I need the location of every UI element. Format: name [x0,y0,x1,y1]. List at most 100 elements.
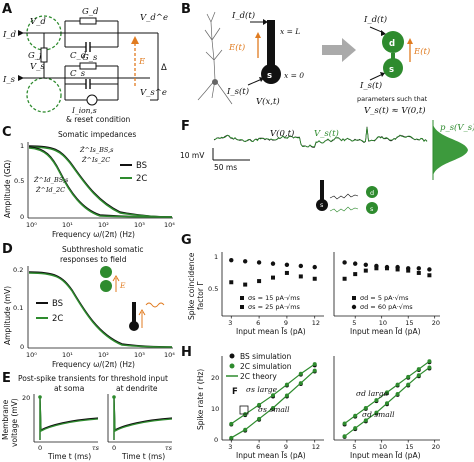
twoc-sim-point [374,410,379,415]
v-d-label: V_d [30,17,46,27]
f-scale-t-label: 50 ms [214,163,237,172]
scatter-point-circle [395,264,400,270]
twoc-sim-point [312,362,317,367]
x-tick-label: 3 [228,443,232,451]
scatter-point-circle [242,259,248,264]
twoc-sim-point [427,359,432,364]
twoc-sim-point [416,373,421,378]
f-v0t-label: V(0,t) [270,128,294,139]
f-2c-dend [366,186,378,198]
d-icon-cable [132,302,136,322]
f-cable-s: s [320,201,324,209]
d-icon-dend [100,266,112,278]
e-2c-trace-dend [113,397,173,440]
panel-e-letter: E [2,371,11,386]
i-d-label: I_d [2,30,17,40]
neuron-soma [212,79,218,85]
e-xlabel-left: Time t (ms) [47,452,91,461]
scatter-point-square [298,274,303,279]
e-xtick-1-left: τs [92,444,100,452]
d-ytick-2: 0.2 [13,266,23,274]
e-xtick-0-left: 0 [38,444,42,452]
scatter-point-square [243,282,248,287]
h-ytick-20: 20 [211,374,219,382]
v-se-label: V_s^e [140,88,167,98]
scatter-point-square [416,270,421,275]
soma2c-s-label: s [389,65,394,75]
d-xtick-2: 10² [98,351,109,359]
e-xtick-0-right: 0 [112,444,116,452]
f-histogram [433,124,468,176]
h-right-annot-small: σd small [362,410,395,419]
h-ytick-0: 0 [214,436,218,444]
scatter-point-circle [229,257,234,263]
x-0-label: x = 0 [284,71,304,80]
twoc-sim-point [427,365,432,370]
scatter-point-square [284,270,289,275]
f-ps-label: p_s(V_s) [440,122,474,133]
d-title-2: responses to field [60,255,127,264]
id2-arrowhead [381,30,386,36]
reset-label: & reset condition [66,115,131,124]
x-tick-label: 15 [405,443,413,451]
d-legend-2c: 2C [52,314,63,324]
twoc-sim-point [353,426,358,431]
c-xtick-1: 10¹ [62,221,73,229]
panel-b: B s I_d(t) x = L E(t) I_s(t) x = 0 V(x,t… [181,2,430,116]
scatter-point-circle [427,267,432,272]
panel-c: C Somatic impedances 0 0.5 1 10⁰ 10¹ 10²… [2,125,175,239]
d-icon-field-2 [138,309,146,328]
twoc-sim-point [271,393,275,398]
h-f-marker: F [232,387,238,397]
d-legend-bs: BS [52,299,63,309]
g-left-legend-1: σs = 25 pA·√ms [248,303,301,311]
panel-h-letter: H [181,345,192,360]
e-2c-trace-soma [39,397,99,440]
g-right-xticks: 5 10 15 20 [352,316,440,327]
g-left-xticks: 3 6 9 12 [228,316,320,327]
soma-compartment-circle [26,77,62,113]
twoc-sim-point [298,371,303,376]
h-legend-theory: 2C theory [240,372,277,381]
g-ylabel-2: factor Γ [196,281,205,310]
scatter-point-square [257,279,262,284]
soma-ball [261,64,281,84]
v-de-label: V_d^e [140,13,168,23]
twoc-sim-point [385,401,389,406]
b-id2-label: I_d(t) [363,14,387,25]
e-xtick-1-right: τs [165,444,173,452]
e-spike-dot-dend [112,395,116,399]
f-2c-d: d [370,189,374,197]
panel-a: A I_d I_s V_d V_s G_j G_d C_d [2,2,168,124]
twoc-sim-point [395,382,400,387]
soma-ball-2c [383,58,403,78]
g-left-legend-sq2 [240,305,244,309]
c-2c-curve-is [28,146,173,218]
soma-s-label: s [267,71,272,81]
g-left-legend-0: σs = 15 pA·√ms [248,294,301,302]
x-tick-label: 12 [312,319,320,327]
g-xlabel-right: Input mean Īd (pA) [350,327,421,336]
twoc-sim-point [342,421,347,426]
scatter-point-circle [416,266,421,271]
c-s-label: C_s [70,69,86,79]
panel-e: E Post-spike transients for threshold in… [1,371,173,461]
c-curve-label-2: Ẑ^Id_BS,s [33,175,69,184]
twoc-sim-point [374,398,379,403]
x-l-label: x = L [280,27,300,36]
dendrite-d-label: d [389,39,395,49]
b-field-arrowhead [255,32,261,38]
scatter-point-circle [363,262,368,267]
field-arrowhead [131,36,139,44]
b-field2-arrowhead [407,38,413,44]
d-2c-curve [28,272,173,348]
f-vs-label: V_s(t) [314,128,339,139]
scatter-point-square [395,267,400,272]
scatter-point-circle [270,261,276,266]
g-ytick-1: 1 [214,253,218,261]
twoc-sim-point [342,434,347,439]
f-scale-v-label: 10 mV [180,151,205,160]
twoc-sim-point [298,381,303,386]
d-ytick-0: 0 [20,343,24,351]
